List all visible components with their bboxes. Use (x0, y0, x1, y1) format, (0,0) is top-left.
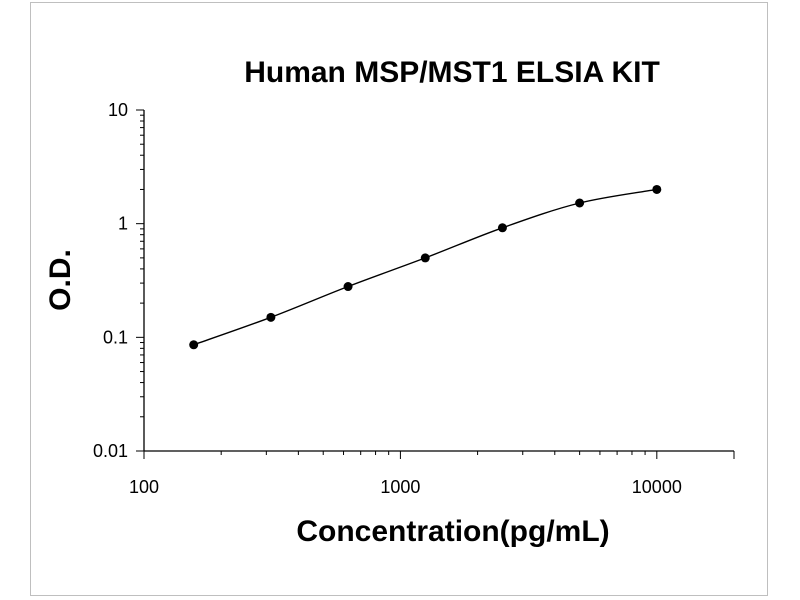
data-point (652, 184, 662, 194)
data-point (575, 198, 585, 208)
y-tick-label: 0.1 (103, 327, 128, 347)
x-tick-label: 100 (129, 477, 159, 497)
x-tick-label: 10000 (632, 477, 682, 497)
axis-ticks (136, 109, 735, 459)
y-tick-label: 10 (108, 100, 128, 120)
data-point (266, 312, 276, 322)
fit-curve (193, 188, 657, 346)
chart-frame (30, 2, 768, 596)
data-points (189, 184, 662, 350)
y-tick-label: 0.01 (93, 441, 128, 461)
y-axis-title: O.D. (44, 249, 77, 311)
data-point (343, 282, 353, 292)
y-tick-label: 1 (118, 214, 128, 234)
x-axis-title: Concentration(pg/mL) (296, 515, 609, 548)
data-point (189, 340, 199, 350)
x-tick-label: 1000 (380, 477, 420, 497)
data-point (420, 253, 430, 263)
data-point (497, 223, 507, 233)
chart-title: Human MSP/MST1 ELSIA KIT (244, 56, 660, 89)
